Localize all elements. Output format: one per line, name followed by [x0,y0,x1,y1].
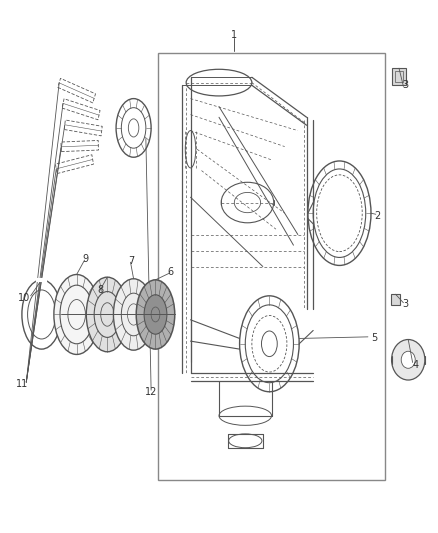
Text: 9: 9 [82,254,88,263]
Text: 5: 5 [371,334,378,343]
Bar [392,68,406,85]
Text: 7: 7 [128,256,134,266]
Text: 12: 12 [145,387,157,397]
Ellipse shape [392,340,425,380]
Bar [158,53,385,480]
Ellipse shape [113,279,154,350]
Text: 11: 11 [16,379,28,389]
Ellipse shape [401,351,415,368]
Text: 8: 8 [98,286,104,295]
Text: 4: 4 [413,360,419,370]
Ellipse shape [136,280,175,349]
Text: 1: 1 [231,30,237,39]
Bar [395,71,403,82]
Ellipse shape [86,277,128,352]
Text: 6: 6 [168,267,174,277]
Text: 10: 10 [18,294,30,303]
Text: 3: 3 [402,299,408,309]
Ellipse shape [60,285,93,344]
Bar [391,294,400,305]
Ellipse shape [54,274,99,354]
Text: 2: 2 [374,211,381,221]
Ellipse shape [94,292,120,337]
Ellipse shape [144,295,167,334]
Text: 3: 3 [402,80,408,90]
